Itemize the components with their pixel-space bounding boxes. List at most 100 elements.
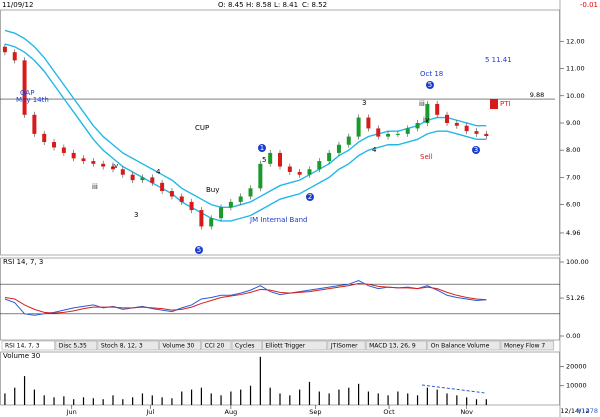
indicator-tab-label[interactable]: Stoch 8, 12, 3 — [101, 343, 143, 350]
wave-marker — [195, 246, 203, 254]
volume-bar — [416, 395, 419, 405]
high: H: 8.58 — [246, 1, 271, 9]
indicator-tab-label[interactable]: CCI 20 — [205, 343, 225, 350]
candle — [81, 158, 86, 162]
volume-bar — [436, 389, 438, 405]
annotation: 4 — [156, 168, 161, 176]
y-tick-label: 51.26 — [566, 294, 585, 302]
indicator-tab — [427, 340, 501, 351]
candle — [415, 122, 420, 129]
volume-bar — [210, 393, 212, 405]
open: O: 8.45 — [218, 1, 244, 9]
candle — [22, 60, 27, 115]
indicator-tab-label[interactable]: On Balance Volume — [431, 343, 490, 350]
candle — [327, 152, 332, 162]
candle — [346, 136, 351, 145]
candle — [464, 125, 469, 132]
low: L: 8.41 — [274, 1, 298, 9]
x-tick-label: Sep — [309, 408, 321, 416]
volume-bar — [318, 391, 320, 405]
y-tick-label: 4.96 — [566, 229, 580, 237]
candle — [91, 161, 96, 164]
annotation: iii — [419, 100, 425, 108]
annotation: 3 — [474, 146, 478, 154]
annotation: JM Internal Band — [249, 216, 308, 224]
volume-bar — [102, 399, 104, 405]
annotation: 5 — [262, 156, 266, 164]
candle — [12, 52, 17, 61]
volume-bar — [338, 389, 340, 405]
y-tick-label: 100.00 — [566, 258, 589, 266]
volume-bar — [357, 383, 360, 405]
volume-bar — [456, 395, 458, 405]
candle — [42, 133, 47, 143]
indicator-tab-label[interactable]: RSI 14, 7, 3 — [5, 343, 40, 350]
indicator-tab-label[interactable]: Cycles — [235, 343, 255, 350]
indicator-tab-label[interactable]: MACD 13, 26, 9 — [369, 343, 416, 350]
candle — [110, 166, 115, 170]
volume-bar — [308, 381, 311, 405]
candle — [248, 188, 253, 197]
indicator-tab — [262, 340, 328, 351]
candle — [258, 163, 263, 189]
volume-trend — [421, 384, 486, 394]
candle — [101, 163, 106, 167]
y-tick-label: 10.00 — [566, 92, 585, 100]
annotation: 3 — [362, 99, 366, 107]
volume-bar — [446, 393, 448, 405]
candle — [189, 201, 194, 211]
volume-bar — [289, 395, 291, 405]
candle — [445, 114, 450, 123]
rsi-line — [4, 282, 487, 314]
frame — [0, 0, 561, 417]
candle — [376, 128, 381, 137]
rsi-title: RSI 14, 7, 3 — [3, 258, 43, 266]
volume-bar — [82, 397, 85, 405]
volume-bar — [43, 395, 45, 405]
volume-bar — [112, 395, 114, 405]
rsi-line — [4, 279, 487, 316]
indicator-tab-label[interactable]: JTISomer — [330, 343, 358, 350]
candle — [307, 169, 312, 175]
date: 11/09/12 — [2, 1, 33, 9]
volume-bar — [151, 395, 153, 405]
indicator-tab — [159, 340, 201, 351]
volume-bar — [348, 387, 350, 405]
candle — [209, 218, 214, 227]
indicator-tab — [201, 340, 232, 351]
indicator-tab-label[interactable]: Elliott Trigger — [265, 343, 305, 350]
indicator-tab — [55, 340, 98, 351]
y-tick-label: 0.00 — [566, 332, 580, 340]
annotation: PTI — [500, 100, 511, 108]
volume-bar — [466, 397, 468, 405]
candle — [32, 114, 37, 134]
volume-bar — [279, 393, 281, 405]
candle — [287, 166, 292, 172]
wave-marker — [426, 81, 434, 89]
volume-bar — [407, 393, 409, 405]
indicator-tab-label[interactable]: Money Flow 7 — [504, 343, 545, 350]
candle — [317, 161, 322, 170]
volume-bar — [259, 356, 261, 405]
annotation: 5 — [428, 81, 432, 89]
candle — [228, 201, 233, 208]
candle — [199, 210, 204, 227]
volume-bar — [200, 387, 203, 405]
annotation: Oct 18 — [420, 70, 443, 78]
candle — [120, 169, 125, 175]
candle — [366, 117, 371, 129]
close: C: 8.52 — [302, 1, 327, 9]
candle — [278, 152, 282, 167]
annotation: 5 11.41 — [485, 56, 512, 64]
indicator-tab-label[interactable]: Volume 30 — [163, 343, 195, 350]
candle — [219, 207, 224, 219]
volume-bar — [485, 399, 487, 405]
candle — [356, 117, 361, 137]
volume-bar — [171, 398, 173, 405]
volume-bar — [220, 395, 222, 405]
candle — [435, 103, 440, 115]
x-tick-label: Jul — [145, 408, 154, 416]
annotation: CUP — [195, 124, 209, 132]
indicator-tab-label[interactable]: Disc 5,35 — [59, 343, 87, 350]
